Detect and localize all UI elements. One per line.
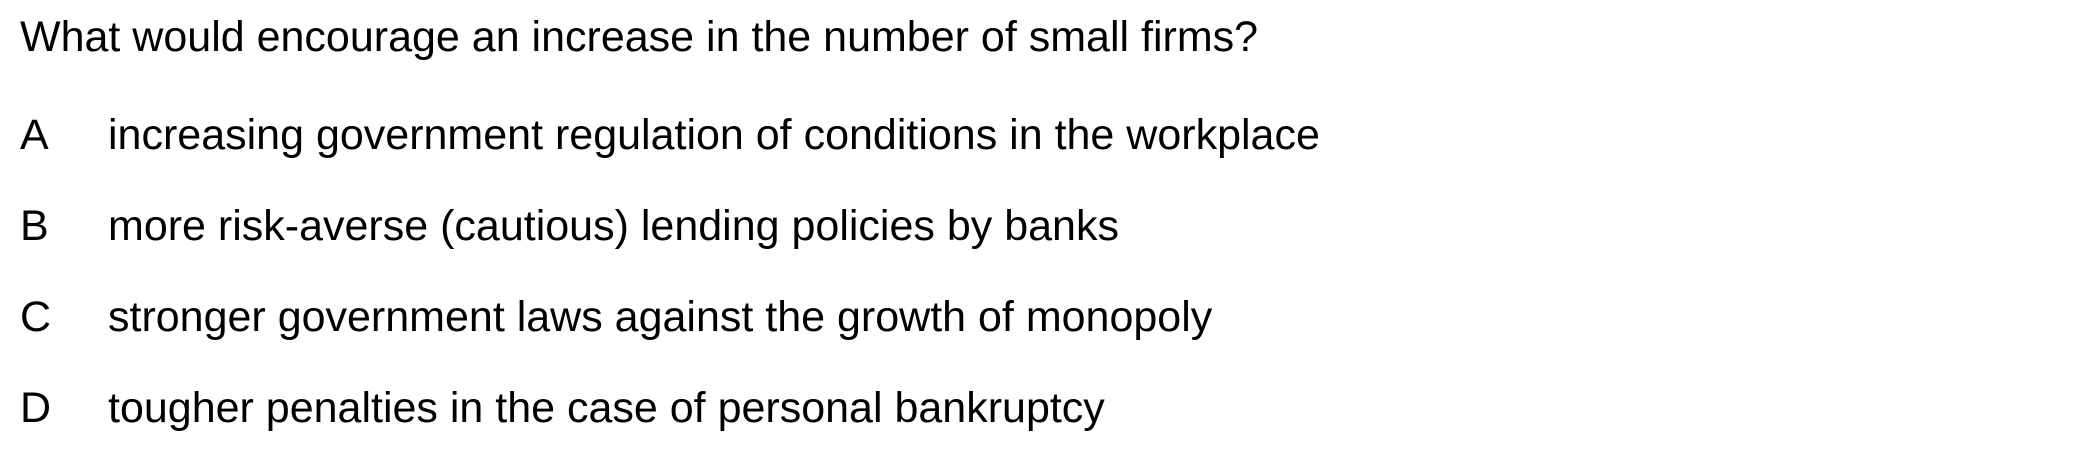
option-text: more risk-averse (cautious) lending poli… xyxy=(108,202,1119,250)
option-letter: B xyxy=(20,202,49,250)
option-text: stronger government laws against the gro… xyxy=(108,293,1213,341)
option-d: D tougher penalties in the case of perso… xyxy=(20,383,1320,474)
question-text: What would encourage an increase in the … xyxy=(20,13,1259,61)
option-text: increasing government regulation of cond… xyxy=(108,111,1320,159)
option-b: B more risk-averse (cautious) lending po… xyxy=(20,201,1320,292)
option-text: tougher penalties in the case of persona… xyxy=(108,384,1105,432)
answer-options: A increasing government regulation of co… xyxy=(20,110,1320,474)
option-a: A increasing government regulation of co… xyxy=(20,110,1320,201)
option-letter: C xyxy=(20,293,52,341)
option-letter: D xyxy=(20,384,52,432)
option-c: C stronger government laws against the g… xyxy=(20,292,1320,383)
option-letter: A xyxy=(20,111,49,159)
